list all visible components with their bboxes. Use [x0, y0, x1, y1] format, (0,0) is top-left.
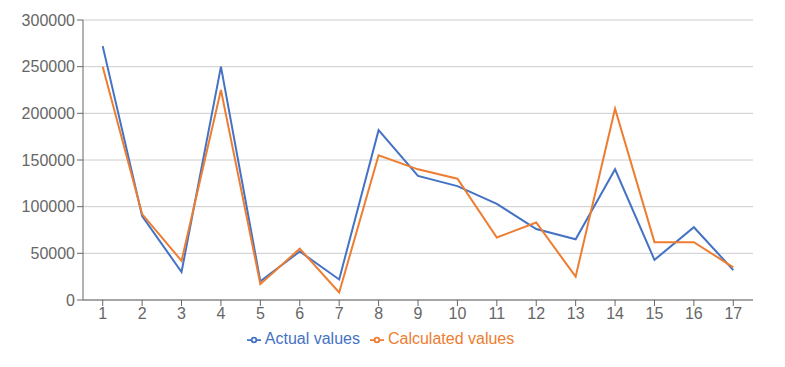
svg-text:150000: 150000: [22, 152, 75, 169]
svg-text:0: 0: [66, 292, 75, 309]
svg-text:11: 11: [489, 305, 506, 322]
svg-text:17: 17: [724, 305, 742, 322]
svg-text:100000: 100000: [22, 198, 75, 215]
svg-text:1: 1: [98, 305, 107, 322]
svg-text:200000: 200000: [22, 105, 75, 122]
svg-text:7: 7: [335, 305, 344, 322]
html-text:Actual values: Actual values: [264, 330, 360, 347]
svg-text:4: 4: [216, 305, 225, 322]
svg-text:10: 10: [449, 305, 467, 322]
svg-text:13: 13: [567, 305, 585, 322]
svg-text:12: 12: [527, 305, 545, 322]
svg-text:14: 14: [606, 305, 624, 322]
svg-text:250000: 250000: [22, 58, 75, 75]
svg-text:6: 6: [295, 305, 304, 322]
svg-text:2: 2: [138, 305, 147, 322]
svg-text:16: 16: [685, 305, 703, 322]
svg-text:3: 3: [177, 305, 186, 322]
svg-text:300000: 300000: [22, 12, 75, 29]
svg-text:8: 8: [374, 305, 383, 322]
svg-text:15: 15: [646, 305, 664, 322]
svg-text:50000: 50000: [31, 245, 76, 262]
svg-text:5: 5: [256, 305, 265, 322]
html-text:Calculated values: Calculated values: [387, 330, 515, 347]
svg-text:9: 9: [414, 305, 423, 322]
